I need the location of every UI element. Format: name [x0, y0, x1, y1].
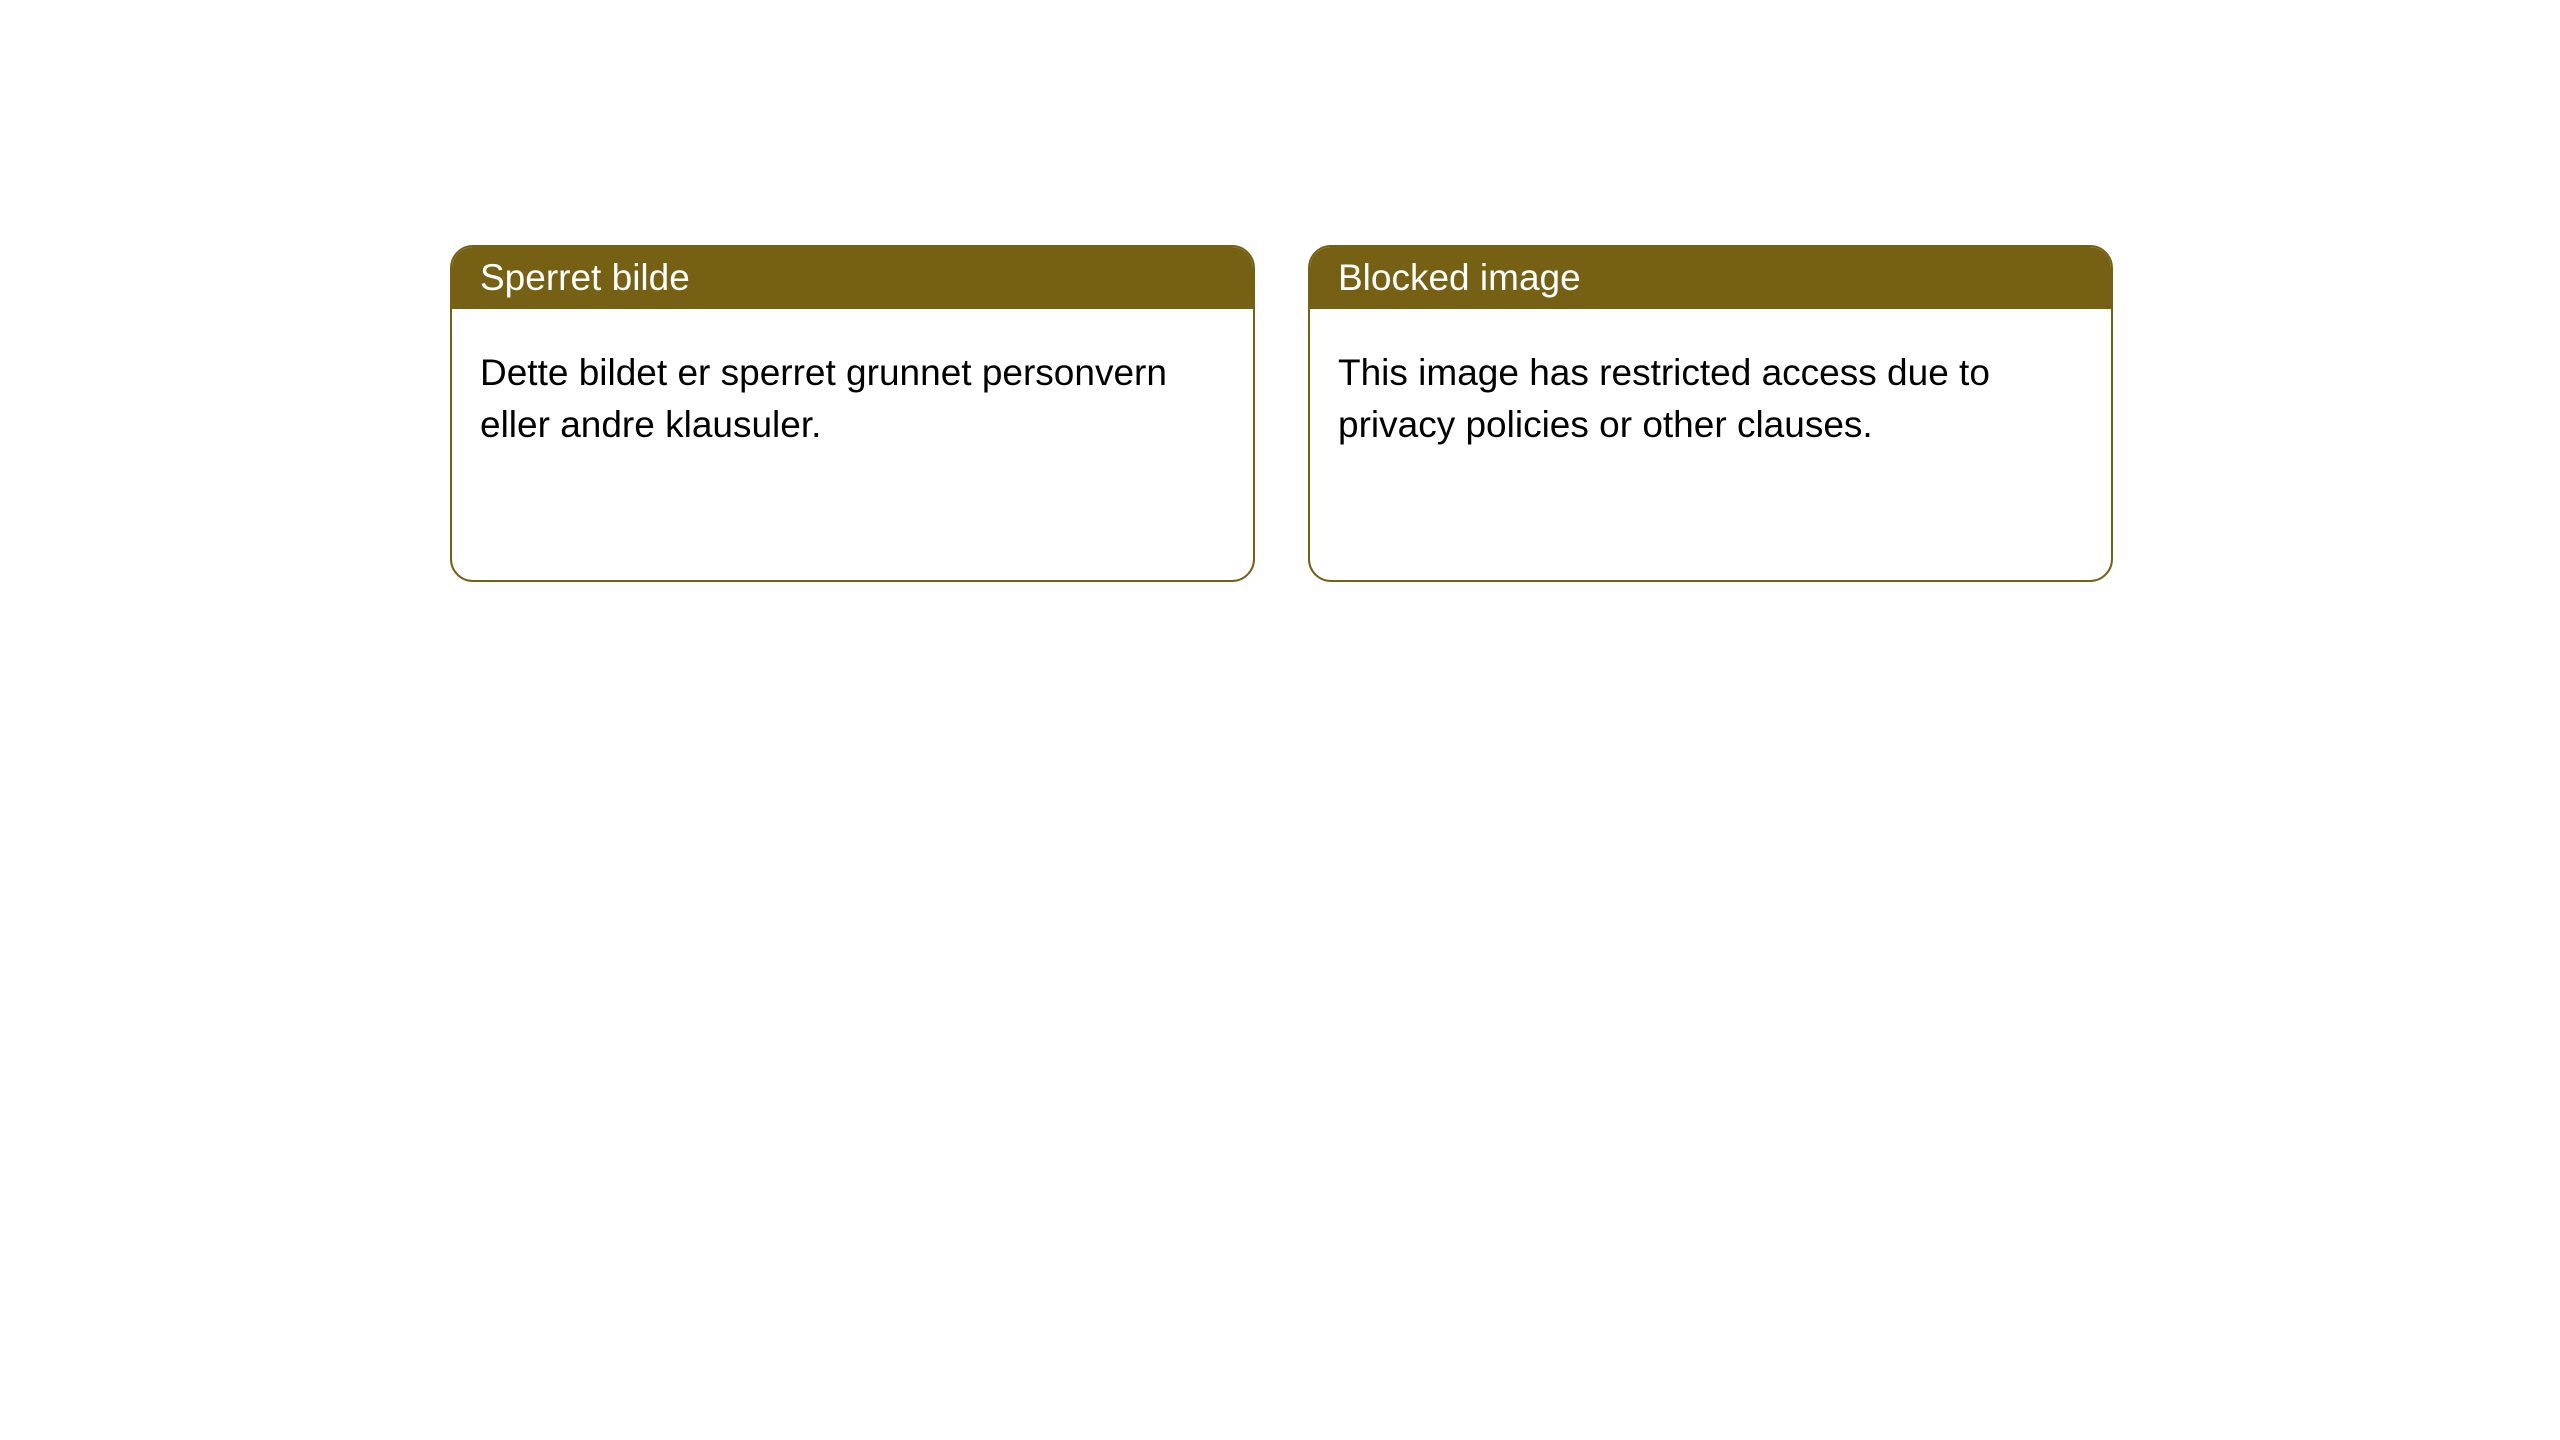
card-body-text: This image has restricted access due to … — [1338, 352, 1990, 445]
card-title: Blocked image — [1338, 257, 1581, 299]
card-header: Sperret bilde — [452, 247, 1253, 309]
blocked-image-card-english: Blocked image This image has restricted … — [1308, 245, 2113, 582]
card-body: This image has restricted access due to … — [1310, 309, 2111, 489]
card-body-text: Dette bildet er sperret grunnet personve… — [480, 352, 1167, 445]
card-header: Blocked image — [1310, 247, 2111, 309]
blocked-image-cards: Sperret bilde Dette bildet er sperret gr… — [450, 245, 2560, 582]
card-body: Dette bildet er sperret grunnet personve… — [452, 309, 1253, 489]
card-title: Sperret bilde — [480, 257, 690, 299]
blocked-image-card-norwegian: Sperret bilde Dette bildet er sperret gr… — [450, 245, 1255, 582]
